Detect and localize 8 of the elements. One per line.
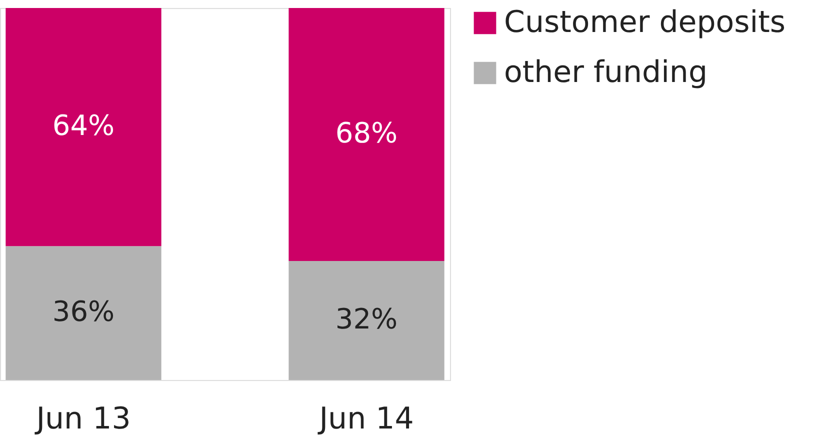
legend-label: other funding bbox=[504, 55, 708, 90]
data-label: 68% bbox=[335, 116, 398, 150]
data-label: 32% bbox=[335, 302, 398, 336]
legend-label: Customer deposits bbox=[504, 5, 786, 40]
data-label: 64% bbox=[52, 109, 115, 142]
x-tick-label: Jun 13 bbox=[34, 402, 131, 436]
x-tick-label: Jun 14 bbox=[317, 402, 414, 436]
data-label: 36% bbox=[52, 295, 115, 328]
